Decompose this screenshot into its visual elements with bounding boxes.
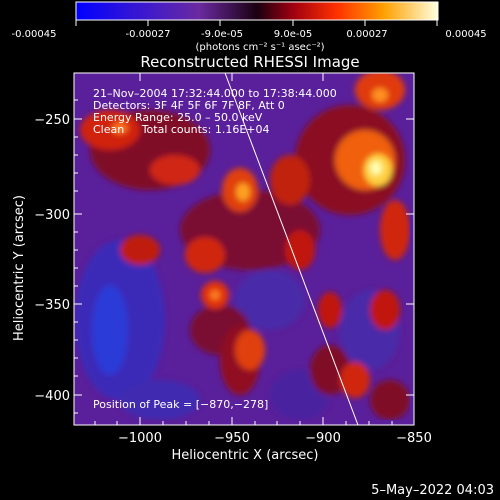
y-axis-ticks [74, 99, 414, 414]
colorbar-tick-label: 0.00045 [445, 29, 486, 40]
y-tick-label: −250 [34, 113, 70, 128]
colorbar-tick-label: 9.0e-05 [274, 29, 312, 40]
rhessi-image [74, 73, 414, 425]
colorbar-tick-label: -9.0e-05 [201, 29, 243, 40]
time-range-text: 21–Nov–2004 17:32:44.000 to 17:38:44.000 [93, 87, 337, 100]
detectors-text: Detectors: 3F 4F 5F 6F 7F 8F, Att 0 [93, 99, 285, 112]
colorbar: -0.00045 -0.00027 -9.0e-05 9.0e-05 0.000… [12, 1, 487, 53]
plot-title: Reconstructed RHESSI Image [140, 53, 360, 71]
clean-counts-text: Clean Total counts: 1.16E+04 [93, 123, 270, 136]
peak-position-text: Position of Peak = [−870,−278] [93, 398, 268, 411]
footer-timestamp: 5–May–2022 04:03 [371, 483, 494, 498]
x-axis-ticks [94, 73, 415, 425]
x-tick-label: −850 [396, 431, 432, 446]
solar-limb-line [224, 73, 359, 425]
colorbar-gradient [75, 1, 439, 21]
x-tick-label: −1000 [118, 431, 162, 446]
energy-range-text: Energy Range: 25.0 – 50.0 keV [93, 111, 263, 124]
colorbar-tick-label: 0.00027 [346, 29, 387, 40]
x-tick-label: −950 [214, 431, 250, 446]
y-tick-label: −300 [34, 208, 70, 223]
colorbar-tick-label: -0.00027 [126, 29, 171, 40]
y-axis-label: Heliocentric Y (arcsec) [12, 195, 27, 341]
x-tick-label: −900 [305, 431, 341, 446]
x-axis-label: Heliocentric X (arcsec) [172, 448, 319, 463]
colorbar-units: (photons cm⁻² s⁻¹ asec⁻²) [195, 42, 324, 53]
y-tick-label: −400 [34, 389, 70, 404]
y-tick-label: −350 [34, 298, 70, 313]
colorbar-tick-label: -0.00045 [12, 29, 57, 40]
